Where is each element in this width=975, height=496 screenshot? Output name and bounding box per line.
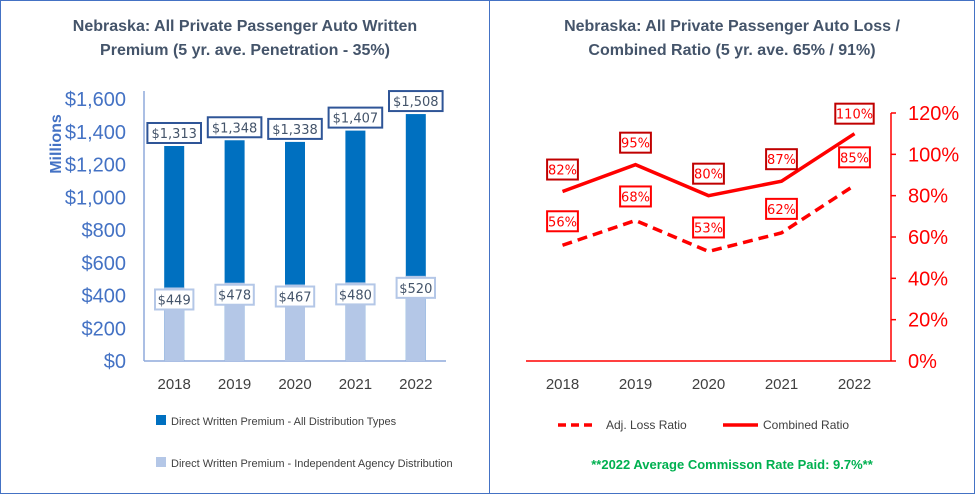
premium-chart-title: Nebraska: All Private Passenger Auto Wri… xyxy=(1,15,489,63)
loss-ratio-line xyxy=(561,183,856,254)
loss-ratio-label: 68% xyxy=(621,190,650,205)
y-tick-label: 20% xyxy=(908,310,948,332)
data-label-all: $1,348 xyxy=(212,121,258,136)
x-tick-label: 2018 xyxy=(158,376,191,393)
data-label-all-box xyxy=(146,121,202,144)
data-label-independent: $520 xyxy=(399,282,432,297)
x-tick-label: 2019 xyxy=(218,376,251,393)
combined-ratio-label: 110% xyxy=(836,108,873,123)
loss-ratio-label: 85% xyxy=(840,151,869,166)
loss-ratio-label-box xyxy=(546,210,579,233)
data-label-independent-box xyxy=(274,285,316,308)
premium-chart-panel: Nebraska: All Private Passenger Auto Wri… xyxy=(0,0,490,494)
ratio-line-chart: 0% 20% 40% 60% 80% 100% 120% 2018 2019 2020 2021 20… xyxy=(526,102,959,432)
combined-ratio-label: 95% xyxy=(621,137,650,152)
loss-ratio-label-box xyxy=(619,185,652,208)
legend-label: Adj. Loss Ratio xyxy=(606,418,687,432)
combined-ratio-line xyxy=(561,132,856,198)
legend-label: Direct Written Premium - Independent Age… xyxy=(171,458,453,470)
data-label-all-box xyxy=(388,90,444,113)
title-line-1: Nebraska: All Private Passenger Auto Wri… xyxy=(72,18,418,35)
loss-ratio-label-box xyxy=(838,146,871,169)
combined-ratio-label-box xyxy=(692,162,725,185)
legend-label: Combined Ratio xyxy=(763,418,849,432)
data-label-all-box xyxy=(327,106,384,129)
data-label-all-box xyxy=(206,116,263,139)
data-label-all-box xyxy=(267,117,323,140)
data-label-all: $1,338 xyxy=(272,123,318,138)
combined-ratio-label: 87% xyxy=(767,153,796,168)
title-line-2: Premium (5 yr. ave. Penetration - 35%) xyxy=(100,42,390,59)
x-tick-label: 2020 xyxy=(692,376,725,393)
x-tick-label: 2021 xyxy=(765,376,798,393)
x-tick-label: 2020 xyxy=(278,376,311,393)
ratio-chart-title: Nebraska: All Private Passenger Auto Los… xyxy=(490,15,974,63)
data-label-independent-box xyxy=(154,288,195,311)
x-tick-label: 2018 xyxy=(546,376,579,393)
data-label-all: $1,508 xyxy=(393,95,439,110)
y-tick-label: $1,200 xyxy=(65,155,126,177)
combined-ratio-label-box xyxy=(834,102,875,125)
x-tick-label: 2022 xyxy=(399,376,432,393)
y-tick-label: 100% xyxy=(908,144,959,166)
legend-label: Direct Written Premium - All Distributio… xyxy=(171,416,397,428)
y-tick-label: 40% xyxy=(908,268,948,290)
y-tick-label: $600 xyxy=(82,253,127,275)
y-tick-label: $1,600 xyxy=(65,89,126,111)
loss-ratio-label: 56% xyxy=(548,215,577,230)
combined-ratio-label-box xyxy=(619,131,652,154)
ratio-chart-panel: Nebraska: All Private Passenger Auto Los… xyxy=(489,0,975,494)
y-tick-label: $0 xyxy=(104,351,126,373)
y-tick-label: 120% xyxy=(908,103,959,125)
data-label-independent: $449 xyxy=(158,293,191,308)
data-label-independent-box xyxy=(214,283,255,306)
y-tick-label: 80% xyxy=(908,186,948,208)
y-tick-label: $800 xyxy=(82,220,127,242)
loss-ratio-label-box xyxy=(692,216,725,239)
y-tick-label: $1,000 xyxy=(65,187,126,209)
data-label-all: $1,313 xyxy=(151,127,197,142)
data-label-all: $1,407 xyxy=(333,112,379,127)
x-tick-label: 2019 xyxy=(619,376,652,393)
data-label-independent: $480 xyxy=(339,288,372,303)
combined-ratio-label: 82% xyxy=(548,164,577,179)
loss-ratio-label: 62% xyxy=(767,203,796,218)
x-tick-label: 2022 xyxy=(838,376,871,393)
combined-ratio-label-box xyxy=(546,158,579,181)
legend-swatch xyxy=(156,415,166,425)
x-tick-label: 2021 xyxy=(339,376,372,393)
y-tick-label: 60% xyxy=(908,227,948,249)
y-axis-title: Millions xyxy=(48,114,65,174)
y-tick-label: $1,400 xyxy=(65,122,126,144)
y-tick-label: $200 xyxy=(82,318,127,340)
y-tick-label: $400 xyxy=(82,286,127,308)
data-label-independent: $467 xyxy=(278,291,311,306)
data-label-independent: $478 xyxy=(218,289,251,304)
legend-swatch xyxy=(156,457,166,467)
combined-ratio-label-box xyxy=(765,148,798,171)
commission-footnote: **2022 Average Commisson Rate Paid: 9.7%… xyxy=(591,457,873,472)
loss-ratio-label-box xyxy=(765,197,798,220)
data-label-independent-box xyxy=(335,283,376,306)
title-line-2: Combined Ratio (5 yr. ave. 65% / 91%) xyxy=(588,42,876,59)
premium-bar-chart: $0 $200 $400 $600 $800 $1,000 $1,200 $1,400 $1,6… xyxy=(48,89,453,470)
loss-ratio-label: 53% xyxy=(694,221,723,236)
data-label-independent-box xyxy=(395,276,437,299)
title-line-1: Nebraska: All Private Passenger Auto Los… xyxy=(564,18,900,35)
combined-ratio-label: 80% xyxy=(694,168,723,183)
y-tick-label: 0% xyxy=(908,351,937,373)
